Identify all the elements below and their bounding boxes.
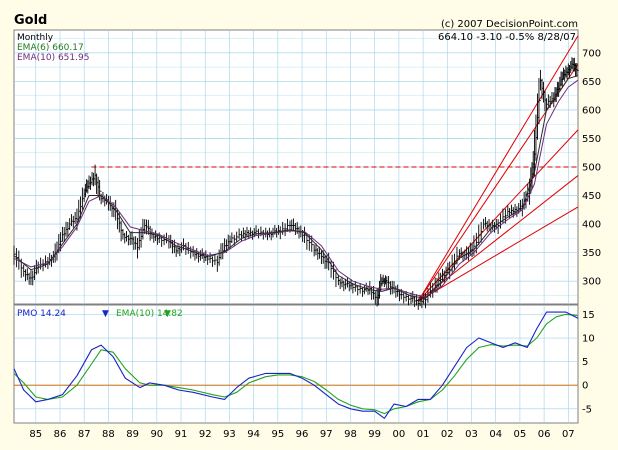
price-y-tick-label: 450	[582, 191, 601, 202]
x-tick-label: 85	[29, 429, 42, 440]
trend-line	[417, 35, 579, 302]
pmo-y-tick-label: 15	[582, 310, 595, 321]
pmo-down-arrow-icon: ▼	[102, 309, 109, 319]
x-tick-label: 89	[126, 429, 139, 440]
trend-line	[417, 175, 579, 302]
x-tick-label: 94	[247, 429, 260, 440]
pmo-y-tick-label: 0	[582, 381, 588, 392]
price-y-tick-label: 550	[582, 134, 601, 145]
x-tick-label: 01	[417, 429, 430, 440]
chart-title: Gold	[14, 13, 47, 28]
trend-line	[417, 129, 579, 302]
price-y-tick-label: 600	[582, 105, 601, 116]
pmo-y-tick-label: 10	[582, 334, 595, 345]
copyright-label: (c) 2007 DecisionPoint.com	[441, 19, 578, 30]
x-tick-label: 06	[538, 429, 551, 440]
x-tick-label: 93	[223, 429, 236, 440]
tick-labels: 85 86 87 88 89 90 91 92 93 94 95 96 97 98 99 00 01 02 03 04…	[29, 48, 601, 440]
pmo-ema-legend: EMA(10) 14.82	[116, 309, 183, 319]
price-y-tick-label: 650	[582, 77, 601, 88]
x-tick-label: 98	[344, 429, 357, 440]
x-tick-label: 91	[175, 429, 188, 440]
x-tick-label: 04	[489, 429, 502, 440]
price-y-tick-label: 700	[582, 48, 601, 59]
ema10-line	[13, 79, 579, 298]
ema6-line	[13, 75, 579, 299]
price-y-tick-label: 500	[582, 163, 601, 174]
pmo-panel	[13, 304, 579, 424]
period-label: Monthly	[17, 33, 54, 43]
x-tick-label: 96	[296, 429, 309, 440]
series-layer	[13, 57, 579, 419]
pmo-line	[13, 311, 579, 419]
price-y-tick-label: 400	[582, 220, 601, 231]
quote-readout: 664.10 -3.10 -0.5% 8/28/07	[438, 32, 576, 43]
price-y-tick-label: 350	[582, 248, 601, 259]
x-tick-label: 05	[514, 429, 527, 440]
x-tick-label: 03	[465, 429, 478, 440]
x-tick-label: 99	[368, 429, 381, 440]
pmo-legend: PMO 14.24	[17, 309, 66, 319]
pmo-ema-line	[13, 313, 579, 415]
x-tick-label: 86	[54, 429, 67, 440]
x-tick-label: 90	[150, 429, 163, 440]
trend-line	[417, 206, 579, 302]
x-tick-label: 00	[393, 429, 406, 440]
x-tick-label: 95	[271, 429, 284, 440]
x-tick-label: 88	[102, 429, 115, 440]
pmo-ema-down-arrow-icon: ▼	[164, 309, 171, 319]
ema6-legend: EMA(6) 660.17	[17, 43, 84, 53]
x-tick-label: 97	[320, 429, 333, 440]
pmo-y-tick-label: 5	[582, 357, 588, 368]
price-y-tick-label: 300	[582, 277, 601, 288]
x-tick-label: 07	[562, 429, 575, 440]
x-tick-label: 87	[78, 429, 91, 440]
x-tick-label: 02	[441, 429, 454, 440]
ema10-legend: EMA(10) 651.95	[17, 53, 89, 63]
pmo-y-tick-label: -5	[582, 404, 592, 415]
x-tick-label: 92	[199, 429, 212, 440]
